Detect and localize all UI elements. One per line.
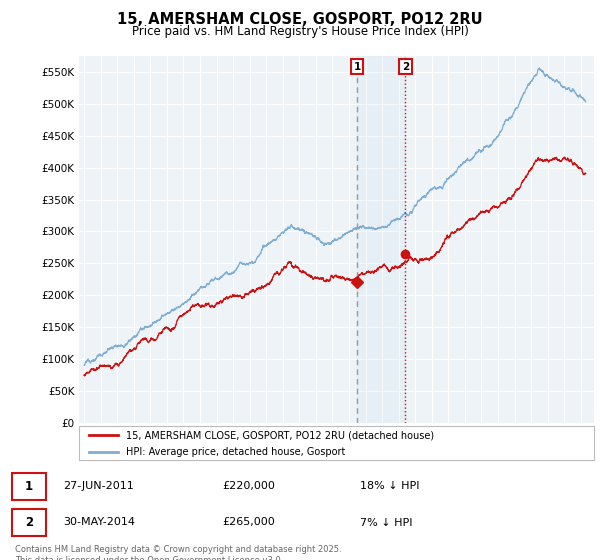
Text: 2: 2 [402, 62, 409, 72]
Text: 7% ↓ HPI: 7% ↓ HPI [360, 517, 413, 528]
Text: 2: 2 [25, 516, 33, 529]
Text: Contains HM Land Registry data © Crown copyright and database right 2025.
This d: Contains HM Land Registry data © Crown c… [15, 545, 341, 560]
Text: £265,000: £265,000 [222, 517, 275, 528]
Text: 18% ↓ HPI: 18% ↓ HPI [360, 481, 419, 491]
Text: £220,000: £220,000 [222, 481, 275, 491]
Text: Price paid vs. HM Land Registry's House Price Index (HPI): Price paid vs. HM Land Registry's House … [131, 25, 469, 38]
Text: HPI: Average price, detached house, Gosport: HPI: Average price, detached house, Gosp… [125, 447, 345, 456]
Text: 30-MAY-2014: 30-MAY-2014 [63, 517, 135, 528]
Text: 15, AMERSHAM CLOSE, GOSPORT, PO12 2RU (detached house): 15, AMERSHAM CLOSE, GOSPORT, PO12 2RU (d… [125, 430, 434, 440]
Text: 15, AMERSHAM CLOSE, GOSPORT, PO12 2RU: 15, AMERSHAM CLOSE, GOSPORT, PO12 2RU [117, 12, 483, 27]
Text: 1: 1 [25, 479, 33, 493]
Text: 27-JUN-2011: 27-JUN-2011 [63, 481, 134, 491]
Text: 1: 1 [353, 62, 361, 72]
Bar [357, 56, 406, 423]
